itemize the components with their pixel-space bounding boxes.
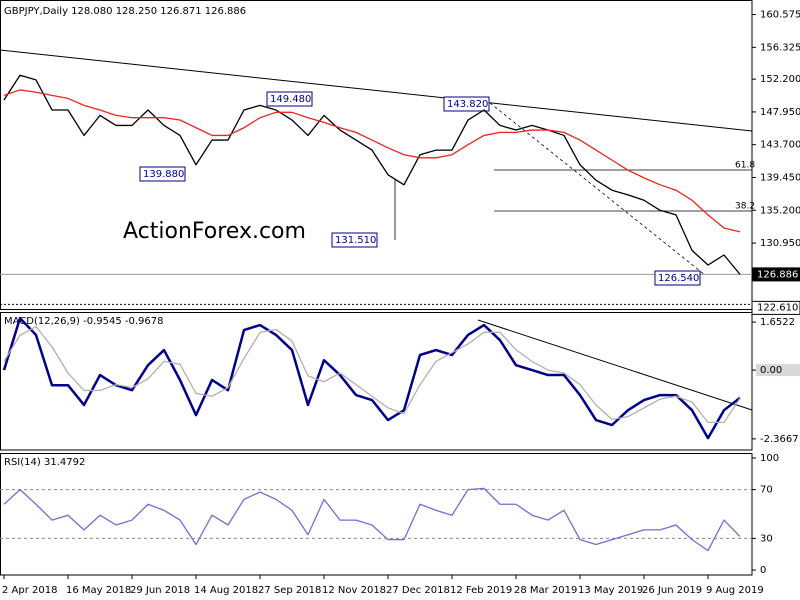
annotation-box [654, 270, 701, 286]
price-panel [0, 0, 753, 310]
x-tick-label: 26 Jun 2019 [642, 585, 702, 596]
y-tick-label: 30 [760, 533, 773, 544]
panel-title: MACD(12,26,9) -0.9545 -0.9678 [4, 316, 164, 327]
y-tick-label: 0.00 [760, 365, 782, 376]
y-tick-label: 143.700 [760, 140, 800, 151]
annotation-box [139, 166, 186, 182]
annotation-box [331, 232, 378, 248]
series-line [2, 316, 741, 440]
x-tick-label: 2 Apr 2018 [2, 585, 57, 596]
y-tick-label: 0 [760, 565, 766, 576]
annotation: 131.510 [335, 235, 376, 246]
x-tick-label: 27 Sep 2018 [258, 585, 321, 596]
macd-trend-line [477, 319, 753, 411]
annotation: 38.2 [735, 202, 755, 212]
x-tick-label: 14 Aug 2018 [194, 585, 258, 596]
panel-title: RSI(14) 31.4792 [4, 457, 85, 468]
x-tick-label: 12 Nov 2018 [322, 585, 386, 596]
series-line [3, 89, 741, 233]
x-tick-label: 29 Jun 2018 [130, 585, 190, 596]
watermark: ActionForex.com [123, 219, 306, 244]
annotation: 139.880 [143, 169, 184, 180]
level-marker [751, 300, 800, 315]
y-tick-label: 1.6522 [760, 317, 795, 328]
macd-panel [0, 312, 753, 451]
x-tick-label: 9 Aug 2019 [706, 585, 764, 596]
level-marker-label: 122.610 [757, 302, 798, 313]
series-line [3, 325, 741, 424]
x-tick-label: 12 Feb 2019 [450, 585, 512, 596]
zero-label-box [756, 364, 800, 377]
y-tick-label: 152.200 [760, 74, 800, 85]
y-tick-label: -2.3667 [760, 434, 799, 445]
annotation-box [266, 91, 313, 107]
annotation: 61.8 [735, 161, 755, 171]
rsi-panel [0, 453, 753, 576]
x-tick-label: 27 Dec 2018 [386, 585, 450, 596]
x-tick-label: 28 Mar 2019 [514, 585, 577, 596]
y-tick-label: 139.450 [760, 172, 800, 183]
y-tick-label: 70 [760, 485, 773, 496]
annotation: 149.480 [270, 94, 311, 105]
trend-line [0, 49, 753, 132]
price-marker [752, 267, 800, 282]
y-tick-label: 156.325 [760, 42, 800, 53]
y-tick-label: 130.950 [760, 238, 800, 249]
price-marker-label: 126.886 [757, 269, 798, 280]
series-line [3, 74, 741, 275]
x-tick-label: 16 May 2018 [66, 585, 131, 596]
series-line [3, 487, 741, 552]
y-tick-label: 160.575 [760, 10, 800, 21]
y-tick-label: 147.950 [760, 107, 800, 118]
annotation-box [443, 96, 490, 112]
annotation: 143.820 [447, 99, 488, 110]
y-tick-label: 135.200 [760, 205, 800, 216]
annotation: 126.540 [658, 273, 699, 284]
swing-line [489, 102, 706, 276]
panel-title: GBPJPY,Daily 128.080 128.250 126.871 126… [4, 6, 246, 17]
x-tick-label: 13 May 2019 [578, 585, 643, 596]
y-tick-label: 100 [760, 453, 779, 464]
